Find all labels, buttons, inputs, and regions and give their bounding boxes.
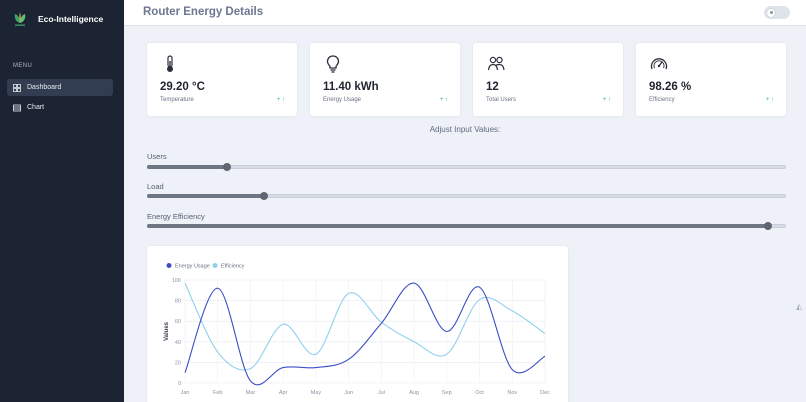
users-slider-label: Users [147,152,167,161]
y-tick-label: 0 [178,381,181,387]
chart-table-icon [13,104,21,111]
page-title: Router Energy Details [143,6,264,18]
series-line-efficiency [184,282,546,371]
series-line-energy-usage [184,282,546,386]
theme-toggle[interactable] [764,6,790,19]
line-chart: 0 20 40 60 80 100 Jan Feb Mar Apr May Jun Jul Aug Sep O… [164,263,550,396]
toggle-knob [767,8,775,17]
floating-widget-icon[interactable]: ◭ [796,302,803,311]
users-icon [487,56,505,71]
legend-swatch-efficiency [212,263,218,268]
trend-indicator: + ↑ [276,97,285,103]
dashboard-grid-icon [13,83,21,92]
trend-indicator: + ↑ [765,97,774,103]
y-tick-label: 40 [175,340,181,346]
slider-fill [147,165,227,169]
menu-label: MENU [13,63,33,69]
stat-card-total-users: 12 Total Users + ↑ [473,43,623,116]
chart-card: 0 20 40 60 80 100 Jan Feb Mar Apr May Jun Jul Aug Sep O… [147,246,568,402]
x-tick-label: Jun [344,390,353,396]
temperature-label: Temperature [160,97,194,103]
sidebar: Eco-Intelligence MENU Dashboard Chart [0,0,124,402]
gauge-icon [650,58,668,70]
energy-usage-label: Energy Usage [323,97,362,103]
adjust-title: Adjust Input Values: [429,125,501,134]
efficiency-value: 98.26 % [649,81,692,93]
slider-thumb[interactable] [222,163,231,171]
x-tick-label: Dec [540,390,550,396]
stat-card-temperature: 29.20 °C Temperature + ↑ [147,43,297,116]
temperature-value: 29.20 °C [160,81,205,93]
y-axis-label: Values [164,321,170,341]
sidebar-item-label: Chart [27,104,45,111]
y-tick-label: 60 [175,319,181,325]
stat-card-efficiency: 98.26 % Efficiency + ↑ [636,43,786,116]
legend-label: Energy Usage [175,264,210,270]
trend-indicator: + ↑ [602,97,611,103]
legend-label: Efficiency [221,264,245,270]
lightbulb-icon [326,55,340,73]
y-tick-label: 80 [175,299,181,305]
energy-usage-value: 11.40 kWh [323,81,379,93]
x-tick-label: Feb [213,390,222,396]
header: Router Energy Details [124,0,806,26]
y-tick-label: 100 [172,278,181,284]
stat-card-energy-usage: 11.40 kWh Energy Usage + ↑ [310,43,460,116]
total-users-label: Total Users [486,97,517,103]
x-tick-label: Jan [181,390,190,396]
leaf-logo-icon [14,12,26,26]
x-tick-label: Jul [378,390,385,396]
efficiency-label: Efficiency [649,97,675,103]
x-tick-label: Aug [409,390,419,396]
slider-thumb[interactable] [259,192,268,200]
legend-swatch-energy-usage [166,263,172,268]
energy-efficiency-slider-label: Energy Efficiency [147,212,205,221]
y-tick-label: 20 [175,360,181,366]
sidebar-item-dashboard[interactable]: Dashboard [7,79,113,96]
sidebar-item-label: Dashboard [27,84,62,91]
slider-thumb[interactable] [764,222,773,230]
load-slider[interactable] [147,192,786,200]
x-tick-label: Apr [279,390,288,396]
x-tick-label: Mar [246,390,256,396]
total-users-value: 12 [486,81,499,93]
x-tick-label: Oct [475,390,484,396]
users-slider[interactable] [147,163,786,171]
x-tick-label: Sep [442,390,452,396]
x-tick-label: May [311,390,322,396]
brand[interactable]: Eco-Intelligence [12,11,103,27]
load-slider-label: Load [147,182,164,191]
thermometer-icon [167,55,173,72]
sidebar-item-chart[interactable]: Chart [7,99,113,116]
x-tick-label: Nov [507,390,517,396]
trend-indicator: + ↑ [439,97,448,103]
energy-efficiency-slider[interactable] [147,222,786,230]
app-name: Eco-Intelligence [38,14,104,24]
slider-fill [147,194,264,198]
slider-fill [147,224,769,228]
